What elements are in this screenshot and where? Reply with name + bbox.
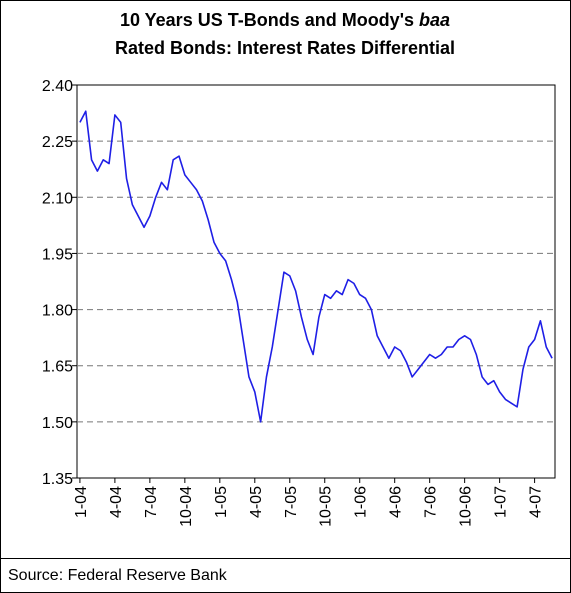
title-italic: baa [419, 10, 450, 30]
x-tick-label: 10-06 [458, 486, 475, 527]
x-tick-label: 10-04 [178, 486, 195, 527]
x-tick-label: 4-06 [388, 486, 405, 518]
data-line [79, 110, 553, 423]
x-tick-label: 4-07 [528, 486, 545, 518]
y-tick-label: 1.95 [42, 246, 73, 263]
title-part: 10 Years US T-Bonds and Moody's [120, 10, 414, 30]
y-tick-label: 2.10 [42, 190, 73, 207]
x-tick-label: 1-05 [213, 486, 230, 518]
x-tick-label: 1-04 [73, 486, 90, 518]
x-tick-label: 1-06 [353, 486, 370, 518]
y-tick-label: 1.65 [42, 359, 73, 376]
plot-area [76, 84, 556, 479]
y-tick-label: 2.25 [42, 134, 73, 151]
x-tick-label: 7-04 [143, 486, 160, 518]
chart-title: 10 Years US T-Bonds and Moody's baa [120, 10, 450, 30]
x-tick-label: 1-07 [493, 486, 510, 518]
y-tick-label: 1.80 [42, 303, 73, 320]
y-tick-label: 2.40 [42, 78, 73, 95]
source-note: Source: Federal Reserve Bank [8, 567, 228, 584]
x-tick-label: 4-04 [108, 486, 125, 518]
x-tick-label: 10-05 [318, 486, 335, 527]
x-tick-label: 7-05 [283, 486, 300, 518]
y-tick-label: 1.35 [42, 471, 73, 488]
x-tick-label: 4-05 [248, 486, 265, 518]
x-tick-label: 7-06 [423, 486, 440, 518]
chart-title-line2: Rated Bonds: Interest Rates Differential [115, 38, 455, 58]
y-tick-label: 1.50 [42, 415, 73, 432]
